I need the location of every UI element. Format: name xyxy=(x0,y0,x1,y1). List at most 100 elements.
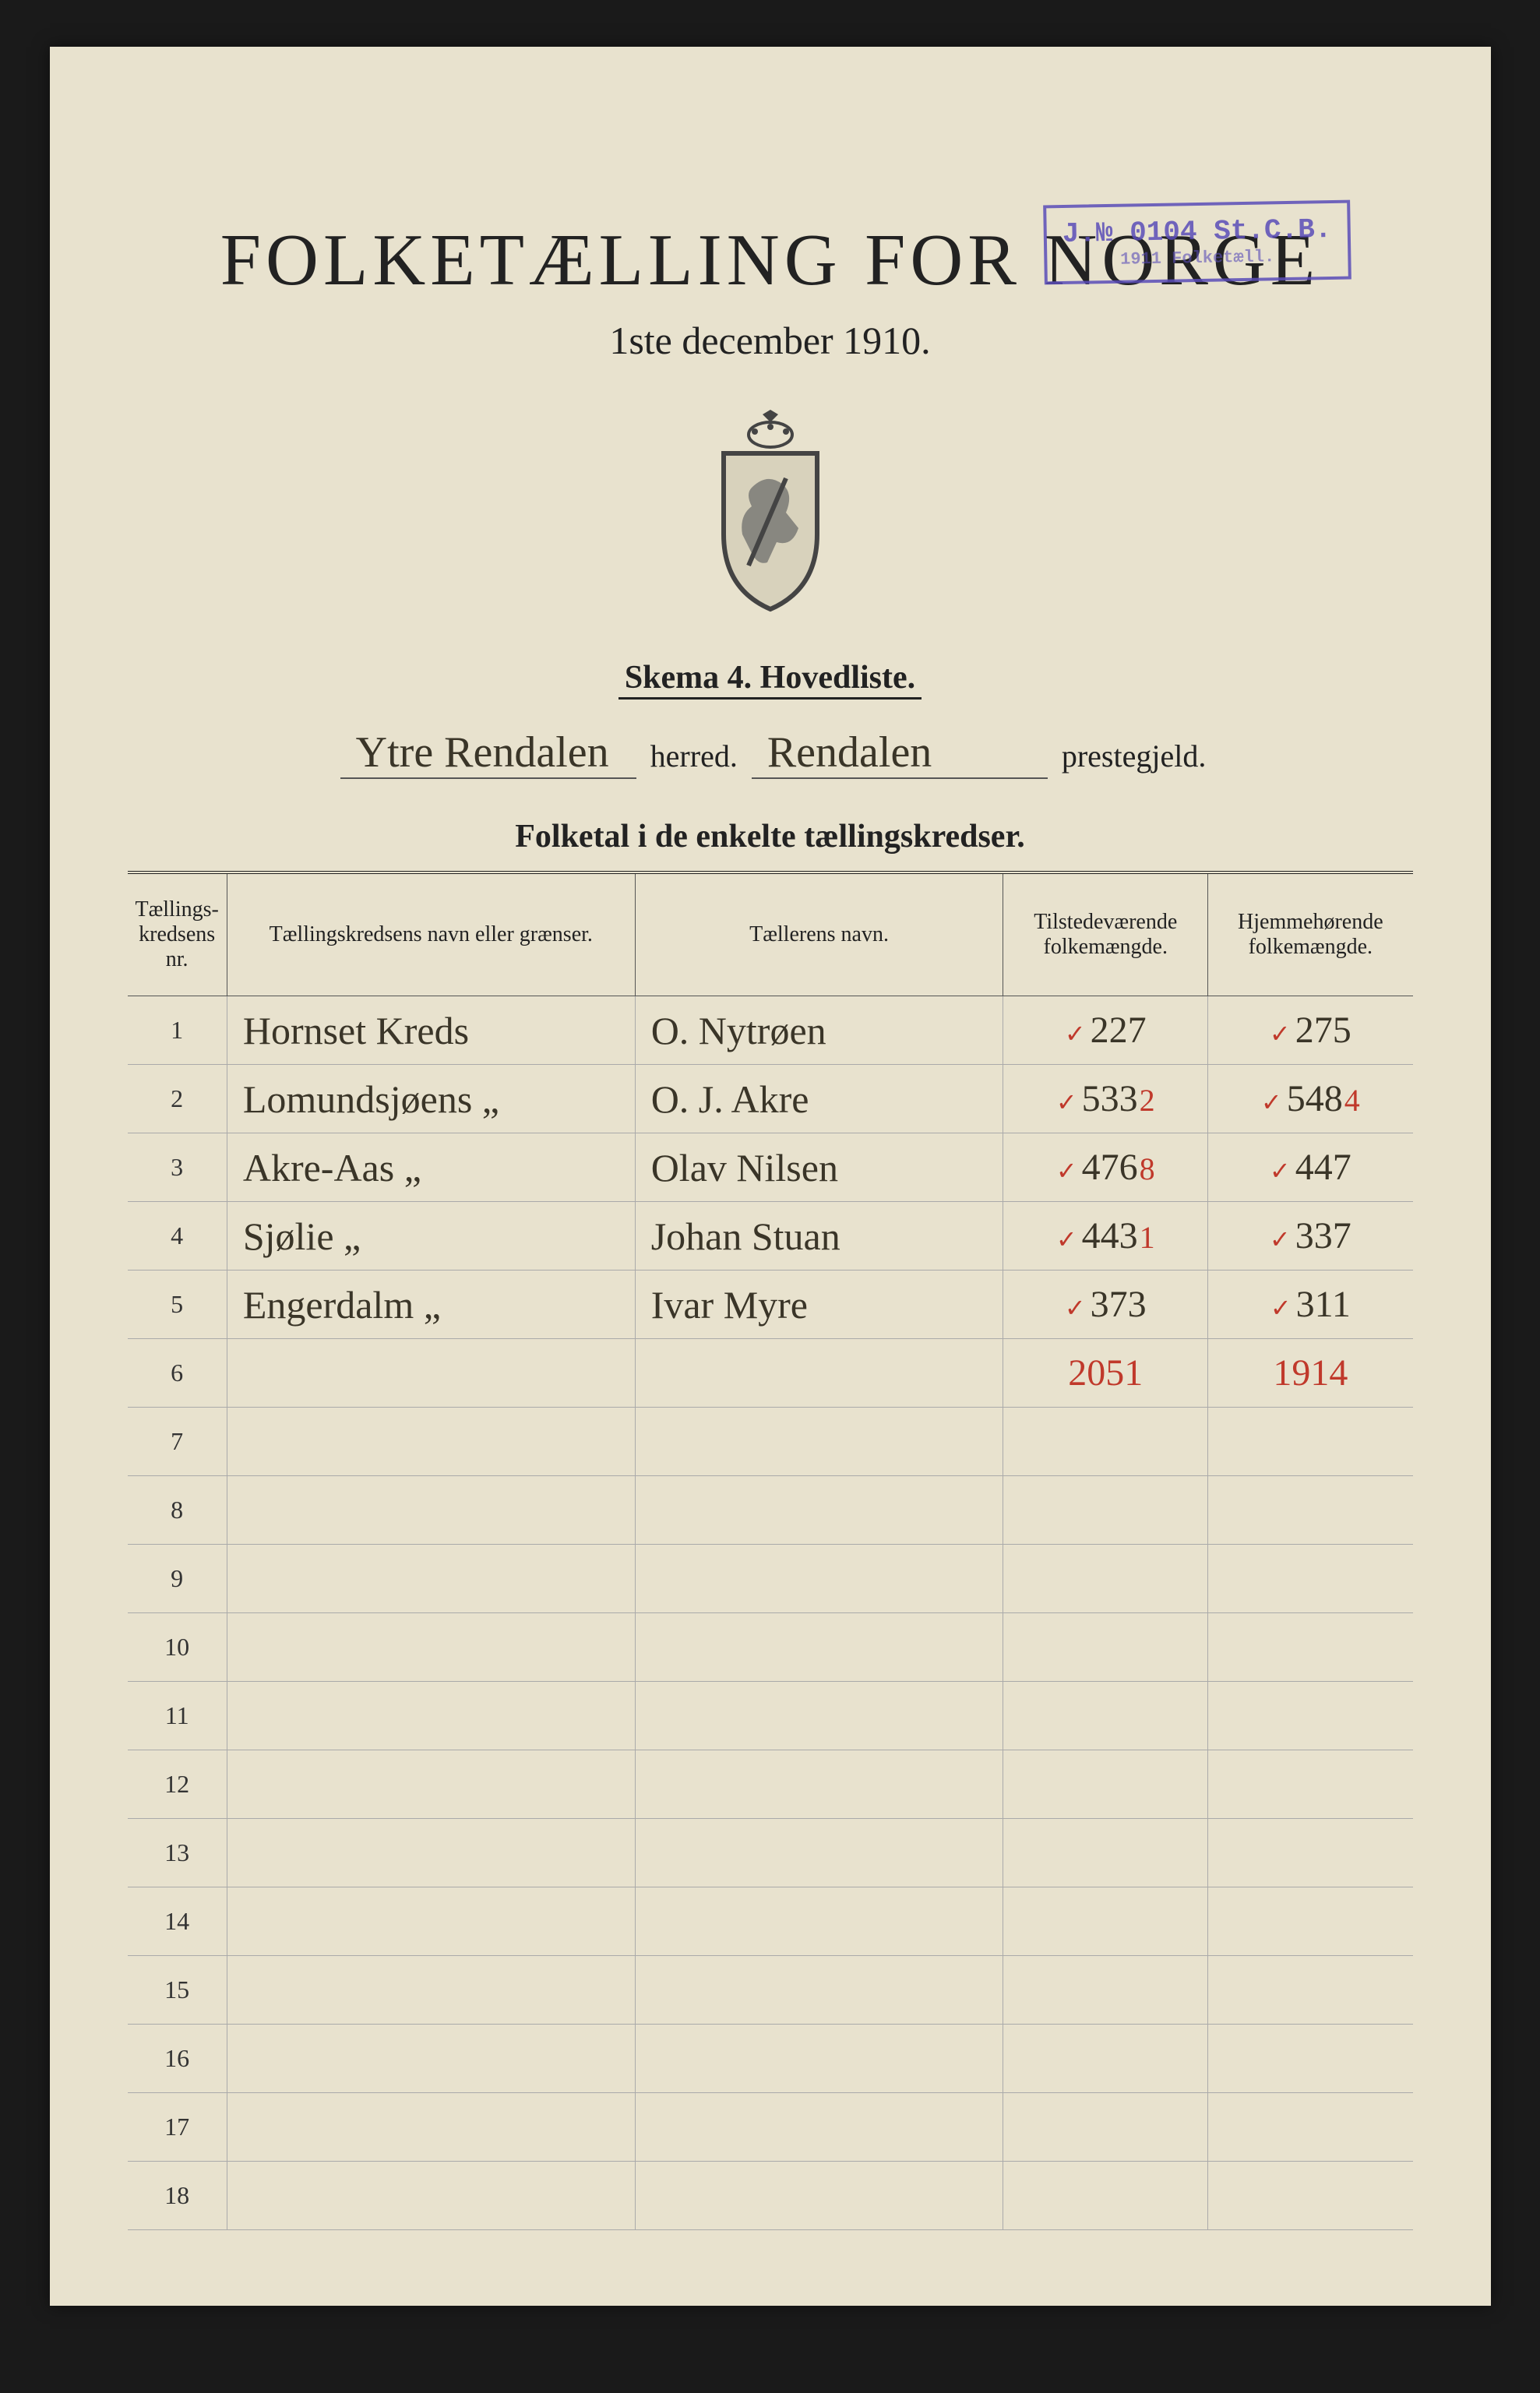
row-empty xyxy=(635,1545,1003,1613)
row-empty xyxy=(227,2093,635,2162)
row-empty xyxy=(227,2162,635,2230)
row-empty xyxy=(227,1956,635,2025)
row-empty xyxy=(1208,1956,1413,2025)
row-empty xyxy=(1208,1819,1413,1887)
table-title: Folketal i de enkelte tællingskredser. xyxy=(128,818,1413,855)
row-empty xyxy=(635,1476,1003,1545)
row-present: ✓227 xyxy=(1003,996,1208,1065)
row-nr: 11 xyxy=(128,1682,227,1750)
row-empty xyxy=(1208,1408,1413,1476)
row-kreds-name: Engerdalm „ xyxy=(227,1271,635,1339)
row-empty xyxy=(635,1613,1003,1682)
row-home: ✓275 xyxy=(1208,996,1413,1065)
row-nr: 17 xyxy=(128,2093,227,2162)
table-row-empty: 9 xyxy=(128,1545,1413,1613)
herred-label: herred. xyxy=(650,738,738,774)
census-table: Tællings- kredsens nr. Tællingskredsens … xyxy=(128,871,1413,2230)
row-empty xyxy=(1208,1887,1413,1956)
row-nr: 18 xyxy=(128,2162,227,2230)
page-subtitle: 1ste december 1910. xyxy=(128,318,1413,363)
census-page: J.№ 0104 St.C.B. 1911 Folketæll. FOLKETÆ… xyxy=(50,47,1491,2306)
table-row-empty: 12 xyxy=(128,1750,1413,1819)
row-empty xyxy=(1003,1750,1208,1819)
table-body: 1Hornset KredsO. Nytrøen✓227✓2752Lomunds… xyxy=(128,996,1413,2230)
row-nr: 6 xyxy=(128,1339,227,1408)
row-empty xyxy=(635,1956,1003,2025)
row-nr: 16 xyxy=(128,2025,227,2093)
table-row-empty: 14 xyxy=(128,1887,1413,1956)
col-header-counter: Tællerens navn. xyxy=(635,872,1003,996)
row-empty xyxy=(1208,2093,1413,2162)
table-row-empty: 13 xyxy=(128,1819,1413,1887)
stamp-line1: J.№ 0104 St.C.B. xyxy=(1062,213,1331,251)
row-counter-name: O. J. Akre xyxy=(635,1065,1003,1133)
row-empty xyxy=(635,2093,1003,2162)
row-home: ✓5484 xyxy=(1208,1065,1413,1133)
coat-of-arms-icon xyxy=(692,410,848,612)
table-row-empty: 17 xyxy=(128,2093,1413,2162)
row-nr: 4 xyxy=(128,1202,227,1271)
col-header-home: Hjemmehørende folkemængde. xyxy=(1208,872,1413,996)
row-empty xyxy=(227,2025,635,2093)
row-empty xyxy=(1208,2162,1413,2230)
row-home: ✓337 xyxy=(1208,1202,1413,1271)
row-empty xyxy=(1208,2025,1413,2093)
row-kreds-name: Hornset Kreds xyxy=(227,996,635,1065)
row-empty xyxy=(227,1476,635,1545)
row-empty xyxy=(1003,1408,1208,1476)
prestegjeld-value: Rendalen xyxy=(752,728,1048,779)
registry-stamp: J.№ 0104 St.C.B. 1911 Folketæll. xyxy=(1043,200,1351,284)
row-empty xyxy=(1003,1476,1208,1545)
row-empty xyxy=(1208,1750,1413,1819)
row-empty xyxy=(635,1750,1003,1819)
row-empty xyxy=(635,1408,1003,1476)
row-empty xyxy=(1003,1682,1208,1750)
row-empty xyxy=(1003,1819,1208,1887)
col-header-name: Tællingskredsens navn eller grænser. xyxy=(227,872,635,996)
table-row-empty: 7 xyxy=(128,1408,1413,1476)
table-row: 3Akre-Aas „Olav Nilsen✓4768✓447 xyxy=(128,1133,1413,1202)
col-header-nr: Tællings- kredsens nr. xyxy=(128,872,227,996)
herred-value: Ytre Rendalen xyxy=(340,728,636,779)
row-empty xyxy=(635,2025,1003,2093)
row-empty xyxy=(1003,1956,1208,2025)
table-row: 5Engerdalm „Ivar Myre✓373✓311 xyxy=(128,1271,1413,1339)
row-kreds-name: Akre-Aas „ xyxy=(227,1133,635,1202)
total-present: 2051 xyxy=(1003,1339,1208,1408)
table-row-empty: 10 xyxy=(128,1613,1413,1682)
row-empty xyxy=(227,1408,635,1476)
row-nr: 1 xyxy=(128,996,227,1065)
row-empty xyxy=(1003,1887,1208,1956)
row-nr: 7 xyxy=(128,1408,227,1476)
row-home: ✓447 xyxy=(1208,1133,1413,1202)
row-present: ✓4431 xyxy=(1003,1202,1208,1271)
row-empty xyxy=(635,1339,1003,1408)
table-row-empty: 11 xyxy=(128,1682,1413,1750)
row-empty xyxy=(1003,1545,1208,1613)
row-empty xyxy=(1003,2025,1208,2093)
row-counter-name: Ivar Myre xyxy=(635,1271,1003,1339)
table-row-empty: 15 xyxy=(128,1956,1413,2025)
total-home: 1914 xyxy=(1208,1339,1413,1408)
row-empty xyxy=(635,1682,1003,1750)
row-empty xyxy=(1003,2162,1208,2230)
row-nr: 15 xyxy=(128,1956,227,2025)
row-empty xyxy=(227,1545,635,1613)
row-present: ✓4768 xyxy=(1003,1133,1208,1202)
district-line: Ytre Rendalen herred. Rendalen prestegje… xyxy=(128,728,1413,779)
row-nr: 12 xyxy=(128,1750,227,1819)
table-row-empty: 8 xyxy=(128,1476,1413,1545)
row-nr: 2 xyxy=(128,1065,227,1133)
row-counter-name: Olav Nilsen xyxy=(635,1133,1003,1202)
row-nr: 5 xyxy=(128,1271,227,1339)
row-empty xyxy=(635,2162,1003,2230)
row-empty xyxy=(227,1750,635,1819)
table-row: 4Sjølie „Johan Stuan✓4431✓337 xyxy=(128,1202,1413,1271)
row-empty xyxy=(227,1682,635,1750)
row-empty xyxy=(1208,1613,1413,1682)
prestegjeld-label: prestegjeld. xyxy=(1062,738,1207,774)
row-empty xyxy=(1003,2093,1208,2162)
table-row-total: 6 20511914 xyxy=(128,1339,1413,1408)
row-empty xyxy=(1003,1613,1208,1682)
row-empty xyxy=(635,1887,1003,1956)
